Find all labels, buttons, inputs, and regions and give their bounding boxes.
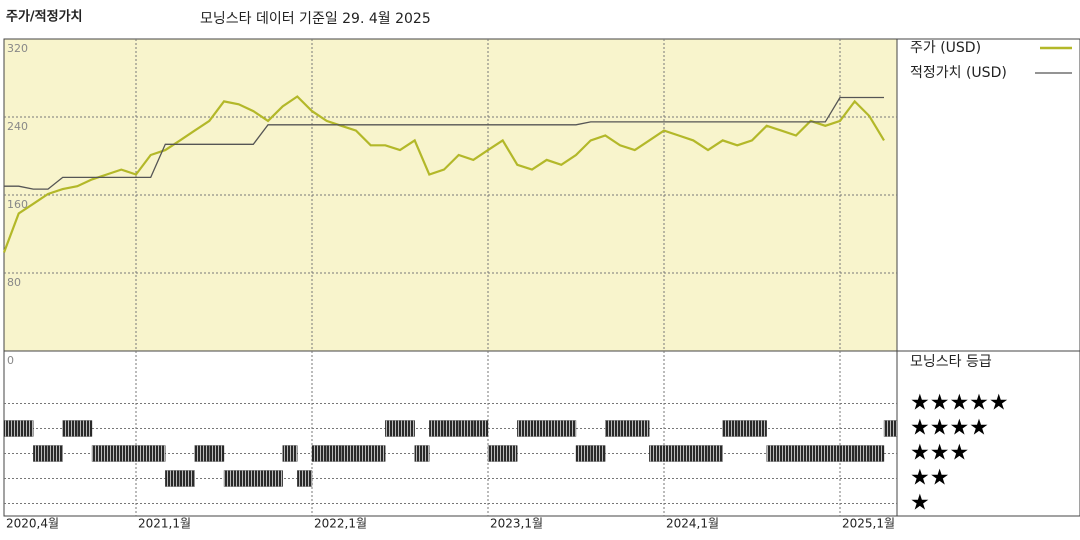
legend-label: 적정가치 (USD)	[910, 65, 1007, 81]
y-tick-label: 160	[7, 198, 28, 211]
rating-bar	[399, 420, 415, 437]
rating-bar	[619, 420, 635, 437]
rating-label: ★★	[910, 466, 949, 491]
rating-bar	[429, 420, 445, 437]
rating-bar	[634, 420, 650, 437]
rating-bar	[502, 445, 518, 462]
rating-bar	[487, 445, 503, 462]
rating-bar	[282, 445, 298, 462]
rating-label: ★★★	[910, 441, 969, 466]
rating-bar	[253, 470, 269, 487]
rating-bar	[47, 445, 63, 462]
rating-bar	[77, 420, 93, 437]
rating-bar	[766, 445, 782, 462]
rating-bar	[443, 420, 459, 437]
rating-bar	[223, 470, 239, 487]
rating-bar	[355, 445, 371, 462]
rating-bar	[649, 445, 665, 462]
rating-bar	[62, 420, 78, 437]
rating-bar	[531, 420, 547, 437]
rating-bar	[810, 445, 826, 462]
rating-bar	[414, 445, 430, 462]
rating-bar	[238, 470, 254, 487]
rating-bar	[693, 445, 709, 462]
series-line	[4, 96, 884, 190]
rating-bar	[722, 420, 738, 437]
y-tick-label: 320	[7, 42, 28, 55]
rating-bar	[663, 445, 679, 462]
x-tick-label: 2020,4월	[6, 517, 59, 531]
rating-bar	[869, 445, 885, 462]
rating-bar	[91, 445, 107, 462]
rating-bar	[575, 445, 591, 462]
rating-bar	[781, 445, 797, 462]
rating-bar	[839, 445, 855, 462]
rating-bar	[18, 420, 34, 437]
y-tick-label: 0	[7, 354, 14, 367]
rating-bar	[106, 445, 122, 462]
rating-bar	[33, 445, 49, 462]
rating-bar	[341, 445, 357, 462]
rating-bar	[883, 420, 898, 437]
rating-bar	[707, 445, 723, 462]
rating-bar	[179, 470, 195, 487]
rating-bar	[311, 445, 327, 462]
rating-label: ★★★★★	[910, 391, 1009, 416]
x-tick-label: 2025,1월	[842, 517, 895, 531]
rating-bar	[473, 420, 489, 437]
rating-bar	[150, 445, 166, 462]
rating-bar	[267, 470, 283, 487]
rating-bar	[326, 445, 342, 462]
rating-bar	[209, 445, 225, 462]
rating-bar	[678, 445, 694, 462]
chart-title: 주가/적정가치	[6, 9, 83, 25]
rating-bar	[165, 470, 181, 487]
rating-bar	[751, 420, 767, 437]
rating-bar	[546, 420, 562, 437]
rating-bar	[3, 420, 19, 437]
rating-bar	[370, 445, 386, 462]
rating-label: ★★★★	[910, 416, 989, 441]
x-tick-label: 2023,1월	[490, 517, 543, 531]
rating-bar	[121, 445, 137, 462]
rating-bar	[458, 420, 474, 437]
legend-label: 주가 (USD)	[910, 40, 981, 56]
x-tick-label: 2022,1월	[314, 517, 367, 531]
y-tick-label: 80	[7, 276, 21, 289]
rating-bar	[517, 420, 533, 437]
rating-bar	[194, 445, 210, 462]
y-tick-label: 240	[7, 120, 28, 133]
x-tick-label: 2024,1월	[666, 517, 719, 531]
rating-bar	[561, 420, 577, 437]
x-tick-label: 2021,1월	[138, 517, 191, 531]
rating-label: ★	[910, 491, 930, 516]
rating-bar	[590, 445, 606, 462]
chart-subtitle: 모닝스타 데이터 기준일 29. 4월 2025	[200, 11, 431, 27]
rating-bar	[795, 445, 811, 462]
rating-bar	[135, 445, 151, 462]
rating-title: 모닝스타 등급	[910, 354, 992, 370]
rating-bar	[385, 420, 401, 437]
rating-bar	[605, 420, 621, 437]
series-line	[2, 95, 885, 253]
rating-bar	[737, 420, 753, 437]
rating-bar	[854, 445, 870, 462]
rating-bar	[825, 445, 841, 462]
rating-bar	[297, 470, 313, 487]
frame	[3, 38, 1080, 517]
